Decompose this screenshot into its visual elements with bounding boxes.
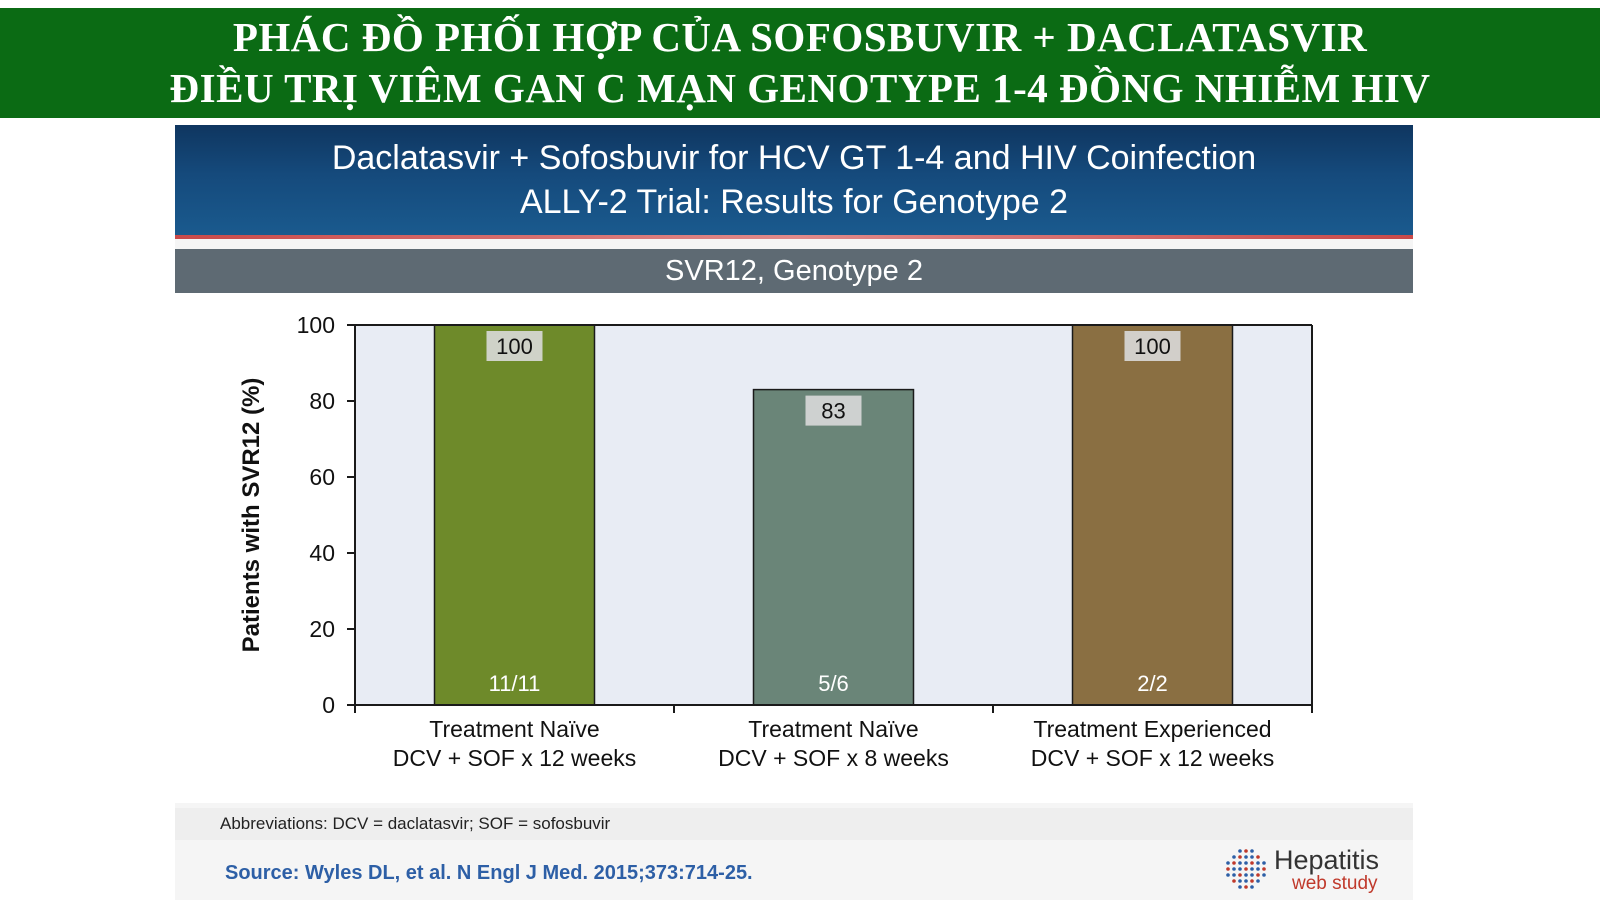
source-citation: Source: Wyles DL, et al. N Engl J Med. 2… (225, 862, 753, 884)
slide-title-line1: Daclatasvir + Sofosbuvir for HCV GT 1-4 … (331, 139, 1257, 177)
x-tick-label: DCV + SOF x 12 weeks (1031, 745, 1275, 771)
x-tick-label: Treatment Naïve (429, 716, 599, 742)
data-label-box (486, 331, 543, 361)
count-label: 5/6 (818, 671, 849, 696)
title-banner: PHÁC ĐỒ PHỐI HỢP CỦA SOFOSBUVIR + DACLAT… (0, 8, 1600, 118)
banner-title-line2: ĐIỀU TRỊ VIÊM GAN C MẠN GENOTYPE 1-4 ĐỒN… (169, 65, 1431, 111)
data-label: 100 (1134, 334, 1171, 359)
x-tick-label: DCV + SOF x 12 weeks (393, 745, 637, 771)
y-tick-label: 40 (309, 540, 335, 566)
count-label: 2/2 (1137, 671, 1168, 696)
x-tick-label: Treatment Experienced (1033, 716, 1271, 742)
slide-title-line2: ALLY-2 Trial: Results for Genotype 2 (519, 183, 1069, 221)
data-label: 83 (821, 399, 845, 424)
banner-title-line1: PHÁC ĐỒ PHỐI HỢP CỦA SOFOSBUVIR + DACLAT… (232, 14, 1368, 60)
bar (433, 324, 596, 706)
subtitle-bar: SVR12, Genotype 2 (175, 249, 1413, 293)
x-tick-label: DCV + SOF x 8 weeks (718, 745, 949, 771)
logo-text-web-study: web study (1292, 873, 1378, 894)
bar (752, 388, 915, 706)
logo-text-hepatitis: Hepatitis (1274, 845, 1380, 875)
dots-logo-icon (1226, 849, 1266, 889)
chart-area: 100 11/11 Treatment Naïve DCV + SOF x 12 we… (175, 293, 1413, 803)
slide: Daclatasvir + Sofosbuvir for HCV GT 1-4 … (175, 125, 1413, 900)
hepatitis-web-study-logo: Hepatitis web study (1222, 845, 1402, 895)
bar (1071, 324, 1234, 706)
x-tick-label: Treatment Naïve (748, 716, 918, 742)
chart-subtitle: SVR12, Genotype 2 (665, 254, 923, 287)
y-axis-label: Patients with SVR12 (%) (238, 378, 265, 653)
data-label-box (1124, 331, 1181, 361)
abbreviations-note: Abbreviations: DCV = daclatasvir; SOF = … (175, 808, 1413, 840)
header-divider (175, 235, 1413, 239)
y-tick-label: 100 (297, 312, 335, 338)
y-tick-label: 60 (309, 464, 335, 490)
slide-header: Daclatasvir + Sofosbuvir for HCV GT 1-4 … (175, 125, 1413, 235)
bar-chart: 100 11/11 Treatment Naïve DCV + SOF x 12 we… (238, 312, 1313, 771)
y-tick-label: 80 (309, 388, 335, 414)
count-label: 11/11 (489, 671, 541, 696)
y-tick-label: 20 (309, 616, 335, 642)
y-tick-label: 0 (322, 692, 335, 718)
data-label: 100 (496, 334, 533, 359)
data-label-box (805, 395, 862, 426)
